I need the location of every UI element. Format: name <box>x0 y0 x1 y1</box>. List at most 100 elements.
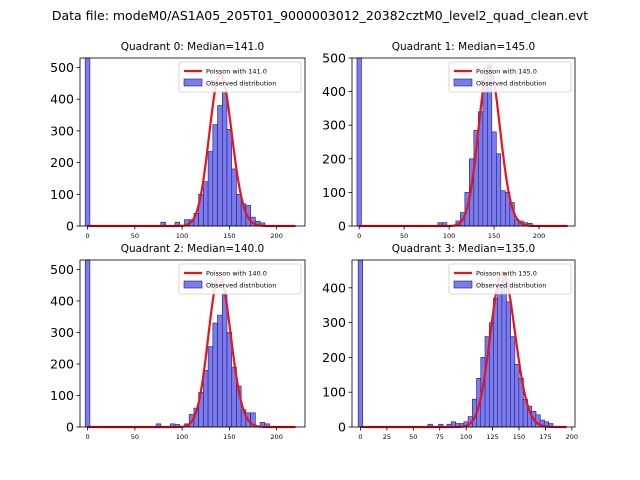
histogram-bar <box>356 57 362 227</box>
histogram-bar <box>212 124 218 227</box>
legend: Poisson with 141.0 Observed distribution <box>178 61 302 93</box>
legend-label-poisson: Poisson with 140.0 <box>206 270 267 278</box>
y-tick-label: 200 <box>50 356 74 371</box>
y-tick-label: 300 <box>50 123 74 138</box>
x-tick-label: 125 <box>486 433 498 441</box>
y-tick-label: 200 <box>322 151 346 166</box>
x-tick-label: 200 <box>533 232 545 240</box>
histogram-bars <box>356 57 533 227</box>
y-tick-label: 400 <box>322 280 346 295</box>
x-tick-label: 0 <box>85 232 89 240</box>
axes-frame <box>351 259 576 428</box>
poisson-curve <box>87 72 296 228</box>
legend-bar-swatch <box>453 280 473 289</box>
histogram-bar <box>226 332 233 428</box>
legend-label-poisson: Poisson with 141.0 <box>206 68 267 76</box>
x-tick-label: 50 <box>400 232 408 240</box>
histogram-bar <box>505 301 511 428</box>
histogram-bar <box>493 297 499 428</box>
histogram-bar <box>500 190 506 227</box>
legend-box <box>448 61 572 93</box>
legend-label-observed: Observed distribution <box>206 80 276 88</box>
panel-quadrant-1: Quadrant 1: Median=145.0 0 50 100 150 200 0 100… <box>322 41 576 240</box>
histogram-bar <box>207 151 214 227</box>
histogram-bar <box>514 364 520 428</box>
histogram-bar <box>501 273 507 428</box>
y-tick-label: 0 <box>338 420 346 435</box>
histogram-bars <box>84 57 266 227</box>
histogram-bar <box>221 294 228 428</box>
y-tick-label: 200 <box>322 350 346 365</box>
y-tick-label: 300 <box>322 118 346 133</box>
y-tick-label: 100 <box>50 187 74 202</box>
histogram-bar <box>482 84 488 227</box>
figure-suptitle: Data file: modeM0/AS1A05_205T01_90000030… <box>52 8 588 23</box>
histogram-bar <box>217 105 223 227</box>
y-tick-label: 400 <box>50 92 74 107</box>
histogram-bar <box>84 57 91 227</box>
x-tick-label: 150 <box>513 433 525 441</box>
histogram-bar <box>231 168 237 227</box>
legend-label-poisson: Poisson with 135.0 <box>476 270 537 278</box>
panel-quadrant-3: Quadrant 3: Median=135.0 0 25 50 75 100 125 150… <box>322 243 578 441</box>
y-tick-label: 500 <box>50 262 74 277</box>
legend-bar-swatch <box>183 78 203 87</box>
poisson-curve <box>87 274 296 429</box>
x-tick-label: 50 <box>409 433 417 441</box>
histogram-bar <box>357 259 364 428</box>
y-tick-label: 300 <box>50 325 74 340</box>
x-tick-label: 150 <box>223 232 235 240</box>
y-tick-label: 100 <box>50 388 74 403</box>
y-tick-label: 400 <box>322 84 346 99</box>
histogram-bar <box>203 181 209 227</box>
y-tick-label: 500 <box>322 51 346 66</box>
legend-label-poisson: Poisson with 145.0 <box>476 68 537 76</box>
y-tick-label: 500 <box>50 60 74 75</box>
x-tick-label: 100 <box>176 232 188 240</box>
axes-frame <box>79 57 306 227</box>
x-tick-label: 150 <box>223 433 235 441</box>
x-tick-label: 200 <box>566 433 578 441</box>
legend: Poisson with 135.0 Observed distribution <box>448 263 572 295</box>
axes-frame <box>79 259 306 428</box>
histogram-bar <box>496 153 502 227</box>
x-tick-label: 0 <box>358 433 362 441</box>
x-tick-label: 25 <box>383 433 391 441</box>
y-tick-label: 0 <box>66 420 74 435</box>
x-tick-label: 200 <box>270 433 282 441</box>
y-tick-label: 300 <box>322 315 346 330</box>
x-tick-label: 0 <box>85 433 89 441</box>
legend-label-observed: Observed distribution <box>476 282 546 290</box>
y-tick-label: 200 <box>50 155 74 170</box>
poisson-curve <box>360 271 567 429</box>
x-tick-label: 50 <box>131 232 139 240</box>
histogram-bar <box>212 322 218 428</box>
legend-box <box>178 61 302 93</box>
histogram-bar <box>217 314 223 428</box>
y-tick-label: 400 <box>50 293 74 308</box>
x-tick-label: 100 <box>460 433 472 441</box>
x-tick-label: 50 <box>131 433 139 441</box>
legend-box <box>448 263 572 295</box>
y-tick-label: 0 <box>66 219 74 234</box>
histogram-bar <box>497 287 503 428</box>
panel-title: Quadrant 1: Median=145.0 <box>392 41 535 53</box>
panel-quadrant-0: Quadrant 0: Median=141.0 0 50 100 150 200 0 100… <box>50 41 306 240</box>
x-tick-label: 100 <box>443 232 455 240</box>
panel-quadrant-2: Quadrant 2: Median=140.0 0 50 100 150 200 0 100… <box>50 243 306 441</box>
legend-box <box>178 263 302 295</box>
legend-label-observed: Observed distribution <box>476 80 546 88</box>
x-tick-label: 75 <box>436 433 444 441</box>
x-tick-label: 0 <box>357 232 361 240</box>
x-tick-label: 200 <box>270 232 282 240</box>
y-tick-label: 100 <box>322 185 346 200</box>
histogram-bar <box>203 369 209 428</box>
x-tick-label: 100 <box>176 433 188 441</box>
x-tick-label: 150 <box>488 232 500 240</box>
axes-frame <box>351 57 576 227</box>
x-tick-label: 175 <box>539 433 551 441</box>
histogram-bar <box>236 194 242 227</box>
panel-title: Quadrant 2: Median=140.0 <box>121 243 264 255</box>
legend-bar-swatch <box>183 280 203 289</box>
